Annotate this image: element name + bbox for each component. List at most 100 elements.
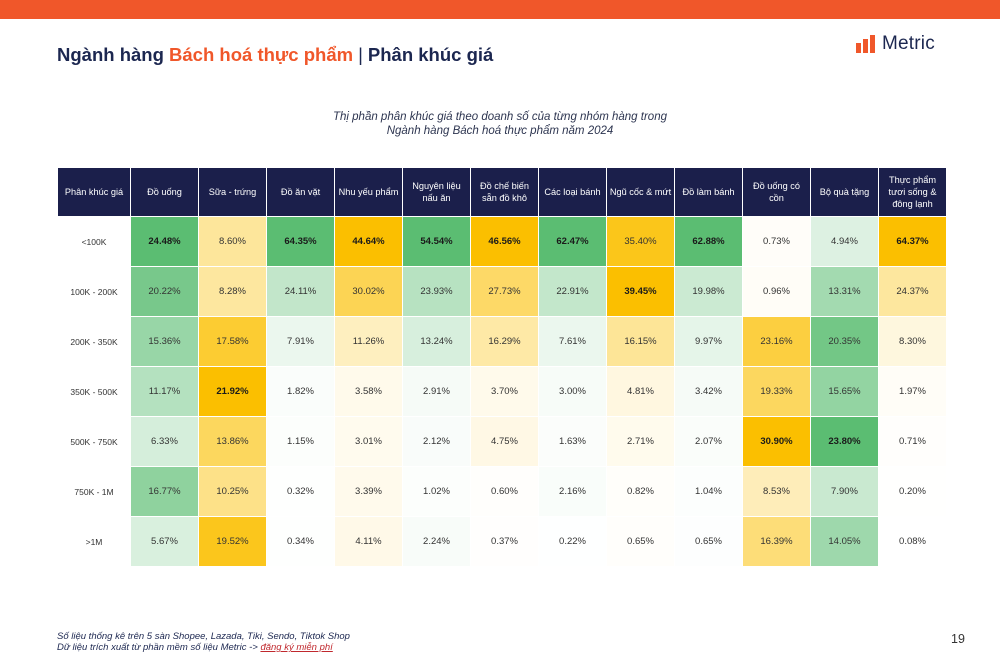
table-cell: 11.17% xyxy=(131,367,198,416)
column-header: Đồ uống xyxy=(131,168,198,216)
corner-header: Phân khúc giá xyxy=(58,168,130,216)
row-label: 500K - 750K xyxy=(58,417,130,466)
table-cell: 3.01% xyxy=(335,417,402,466)
table-cell: 27.73% xyxy=(471,267,538,316)
row-label: <100K xyxy=(58,217,130,266)
table-cell: 0.65% xyxy=(675,517,742,566)
table-cell: 0.32% xyxy=(267,467,334,516)
table-cell: 8.53% xyxy=(743,467,810,516)
table-row: 200K - 350K 15.36% 17.58% 7.91% 11.26% 13.24%… xyxy=(58,317,946,366)
table-body: <100K 24.48% 8.60% 64.35% 44.64% 54.54% 46.56%… xyxy=(58,217,946,566)
table-cell: 10.25% xyxy=(199,467,266,516)
table-cell: 0.73% xyxy=(743,217,810,266)
table-cell: 3.42% xyxy=(675,367,742,416)
table-cell: 46.56% xyxy=(471,217,538,266)
table-cell: 35.40% xyxy=(607,217,674,266)
subtitle-line-1: Thị phần phân khúc giá theo doanh số của… xyxy=(332,111,667,123)
title-highlight: Bách hoá thực phẩm xyxy=(169,44,354,65)
column-header: Ngũ cốc & mứt xyxy=(607,168,674,216)
table-cell: 7.90% xyxy=(811,467,878,516)
table-cell: 19.52% xyxy=(199,517,266,566)
table-cell: 15.65% xyxy=(811,367,878,416)
top-accent-bar xyxy=(0,0,1000,19)
metric-logo: Metric xyxy=(856,33,935,55)
table-cell: 8.28% xyxy=(199,267,266,316)
bar-chart-logo-icon xyxy=(856,35,875,53)
table-cell: 2.16% xyxy=(539,467,606,516)
column-header: Đồ uống có cồn xyxy=(743,168,810,216)
table-cell: 4.75% xyxy=(471,417,538,466)
table-cell: 1.97% xyxy=(879,367,946,416)
table-cell: 3.39% xyxy=(335,467,402,516)
table-cell: 8.30% xyxy=(879,317,946,366)
table-cell: 23.16% xyxy=(743,317,810,366)
table-cell: 0.34% xyxy=(267,517,334,566)
column-header: Các loại bánh xyxy=(539,168,606,216)
table-cell: 6.33% xyxy=(131,417,198,466)
table-row: 500K - 750K 6.33% 13.86% 1.15% 3.01% 2.12% 4.7… xyxy=(58,417,946,466)
row-label: 100K - 200K xyxy=(58,267,130,316)
table-cell: 0.60% xyxy=(471,467,538,516)
column-header: Bộ quà tặng xyxy=(811,168,878,216)
table-cell: 0.65% xyxy=(607,517,674,566)
table-cell: 0.22% xyxy=(539,517,606,566)
table-cell: 1.02% xyxy=(403,467,470,516)
table-cell: 39.45% xyxy=(607,267,674,316)
title-prefix: Ngành hàng xyxy=(57,44,170,65)
table-cell: 44.64% xyxy=(335,217,402,266)
table-cell: 3.58% xyxy=(335,367,402,416)
table-cell: 5.67% xyxy=(131,517,198,566)
table-cell: 24.37% xyxy=(879,267,946,316)
table-cell: 2.91% xyxy=(403,367,470,416)
table-cell: 54.54% xyxy=(403,217,470,266)
table-cell: 0.37% xyxy=(471,517,538,566)
price-segment-heatmap-table: Phân khúc giá Đồ uống Sữa - trứng Đồ ăn vặ… xyxy=(57,167,947,567)
footnote-line-2: Dữ liệu trích xuất từ phần mềm số liệu M… xyxy=(57,642,350,653)
table-cell: 1.04% xyxy=(675,467,742,516)
table-cell: 16.77% xyxy=(131,467,198,516)
column-header: Đồ chế biến sẵn đồ khô xyxy=(471,168,538,216)
table-cell: 20.35% xyxy=(811,317,878,366)
column-header: Nhu yếu phẩm xyxy=(335,168,402,216)
table-cell: 19.98% xyxy=(675,267,742,316)
table-cell: 0.08% xyxy=(879,517,946,566)
footnote: Số liệu thống kê trên 5 sàn Shopee, Laza… xyxy=(57,631,350,653)
logo-text: Metric xyxy=(882,33,935,54)
table-cell: 11.26% xyxy=(335,317,402,366)
row-label: >1M xyxy=(58,517,130,566)
table-cell: 24.11% xyxy=(267,267,334,316)
table-cell: 4.11% xyxy=(335,517,402,566)
table-cell: 1.63% xyxy=(539,417,606,466)
table-row: 350K - 500K 11.17% 21.92% 1.82% 3.58% 2.91% 3.… xyxy=(58,367,946,416)
table-cell: 4.94% xyxy=(811,217,878,266)
table-cell: 16.15% xyxy=(607,317,674,366)
column-header: Đồ ăn vặt xyxy=(267,168,334,216)
table-cell: 2.12% xyxy=(403,417,470,466)
table-cell: 7.91% xyxy=(267,317,334,366)
table-cell: 30.02% xyxy=(335,267,402,316)
table-cell: 1.15% xyxy=(267,417,334,466)
page-title: Ngành hàng Bách hoá thực phẩm | Phân khúc … xyxy=(57,44,493,66)
table-cell: 22.91% xyxy=(539,267,606,316)
register-free-link[interactable]: đăng ký miễn phí xyxy=(260,642,333,653)
table-cell: 21.92% xyxy=(199,367,266,416)
table-cell: 17.58% xyxy=(199,317,266,366)
table-cell: 15.36% xyxy=(131,317,198,366)
table-cell: 2.24% xyxy=(403,517,470,566)
table-row: 750K - 1M 16.77% 10.25% 0.32% 3.39% 1.02% 0.60… xyxy=(58,467,946,516)
table-row: <100K 24.48% 8.60% 64.35% 44.64% 54.54% 46.56%… xyxy=(58,217,946,266)
footnote-line-2-text: Dữ liệu trích xuất từ phần mềm số liệu M… xyxy=(57,642,261,653)
table-cell: 30.90% xyxy=(743,417,810,466)
table-row: >1M 5.67% 19.52% 0.34% 4.11% 2.24% 0.37% 0.22% 0… xyxy=(58,517,946,566)
title-suffix: Phân khúc giá xyxy=(367,44,494,65)
title-separator: | xyxy=(358,44,363,65)
table-cell: 7.61% xyxy=(539,317,606,366)
table-cell: 13.31% xyxy=(811,267,878,316)
table-cell: 13.24% xyxy=(403,317,470,366)
table-cell: 0.20% xyxy=(879,467,946,516)
table-cell: 19.33% xyxy=(743,367,810,416)
table-cell: 2.71% xyxy=(607,417,674,466)
table-cell: 1.82% xyxy=(267,367,334,416)
column-header: Thực phẩm tươi sống & đông lạnh xyxy=(879,168,946,216)
table-cell: 23.80% xyxy=(811,417,878,466)
